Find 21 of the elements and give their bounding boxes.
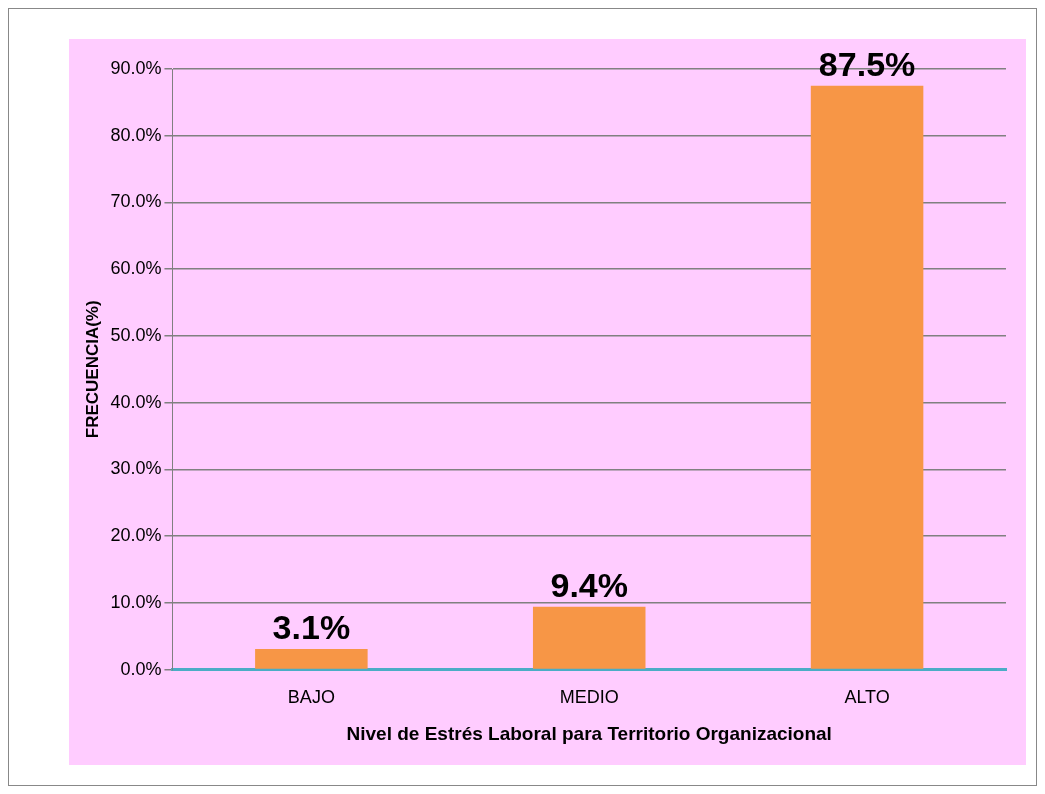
x-tick-label: BAJO: [287, 687, 335, 708]
bar: [255, 648, 368, 669]
data-label: 3.1%: [272, 608, 351, 647]
y-tick-label: 0.0%: [120, 658, 162, 679]
data-label: 9.4%: [550, 566, 628, 605]
y-tick-label: 60.0%: [110, 258, 162, 279]
x-axis-title: Nivel de Estrés Laboral para Territorio Organizacional: [346, 722, 832, 744]
y-tick-label: 40.0%: [110, 391, 162, 412]
y-tick-label: 20.0%: [110, 525, 162, 546]
y-tick-label: 10.0%: [110, 591, 162, 612]
y-tick-label: 80.0%: [110, 124, 162, 145]
data-label: 87.5%: [818, 45, 916, 84]
y-tick-label: 70.0%: [110, 191, 162, 212]
x-tick-label: ALTO: [844, 687, 890, 708]
x-tick-label: MEDIO: [559, 687, 619, 708]
bar: [532, 606, 646, 669]
y-tick-label: 50.0%: [110, 324, 162, 345]
y-axis-title: FRECUENCIA(%): [82, 300, 102, 439]
y-tick-label: 30.0%: [110, 458, 162, 479]
bar: [810, 85, 924, 669]
y-tick-label: 90.0%: [110, 57, 162, 78]
